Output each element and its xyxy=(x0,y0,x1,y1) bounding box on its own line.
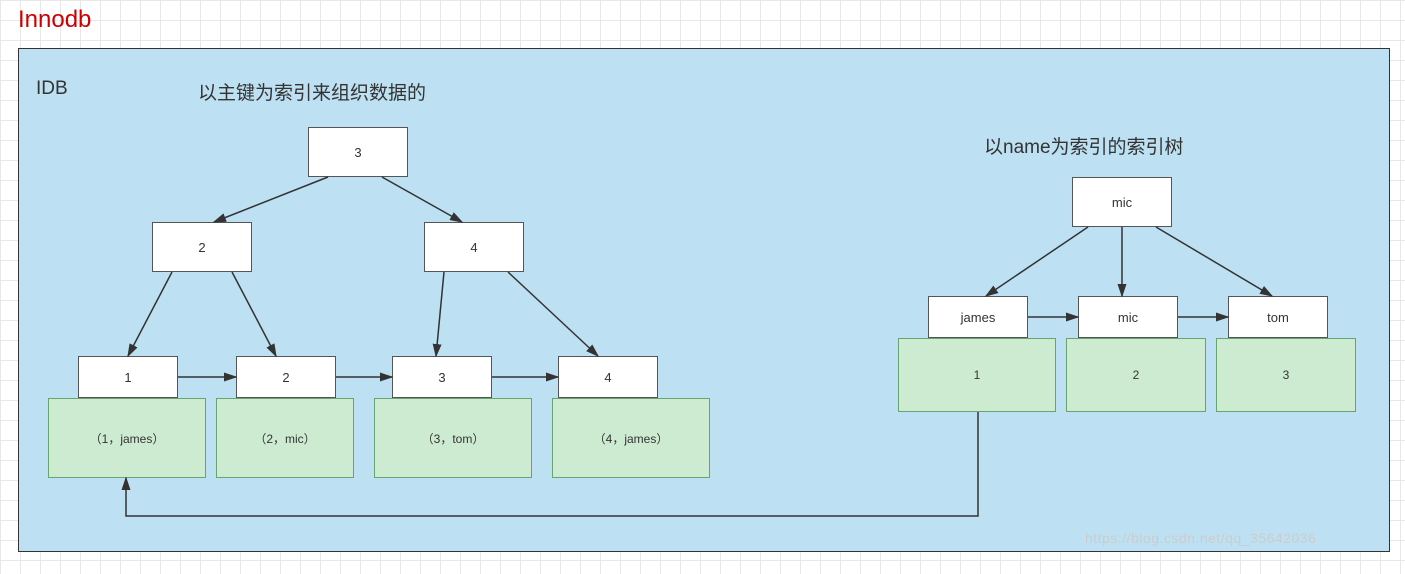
right-node-rmic: mic xyxy=(1072,177,1172,227)
right-node-tom: tom xyxy=(1228,296,1328,338)
watermark: https://blog.csdn.net/qq_35642036 xyxy=(1085,530,1316,546)
right-node-mic: mic xyxy=(1078,296,1178,338)
idb-label: IDB xyxy=(36,78,68,100)
right-leaf-r1: 1 xyxy=(898,338,1056,412)
right-node-james: james xyxy=(928,296,1028,338)
right-leaf-r3: 3 xyxy=(1216,338,1356,412)
left-node-k1: 1 xyxy=(78,356,178,398)
left-leaf-l2: （2，mic） xyxy=(216,398,354,478)
left-leaf-l4: （4，james） xyxy=(552,398,710,478)
left-node-k4: 4 xyxy=(558,356,658,398)
innodb-title: Innodb xyxy=(18,6,91,34)
left-leaf-l3: （3，tom） xyxy=(374,398,532,478)
left-tree-title: 以主键为索引来组织数据的 xyxy=(198,78,426,105)
left-leaf-l1: （1，james） xyxy=(48,398,206,478)
left-node-n4: 4 xyxy=(424,222,524,272)
right-leaf-r2: 2 xyxy=(1066,338,1206,412)
right-tree-title: 以name为索引的索引树 xyxy=(984,132,1184,159)
left-node-k3: 3 xyxy=(392,356,492,398)
left-node-n2: 2 xyxy=(152,222,252,272)
left-node-k2: 2 xyxy=(236,356,336,398)
left-node-root3: 3 xyxy=(308,127,408,177)
